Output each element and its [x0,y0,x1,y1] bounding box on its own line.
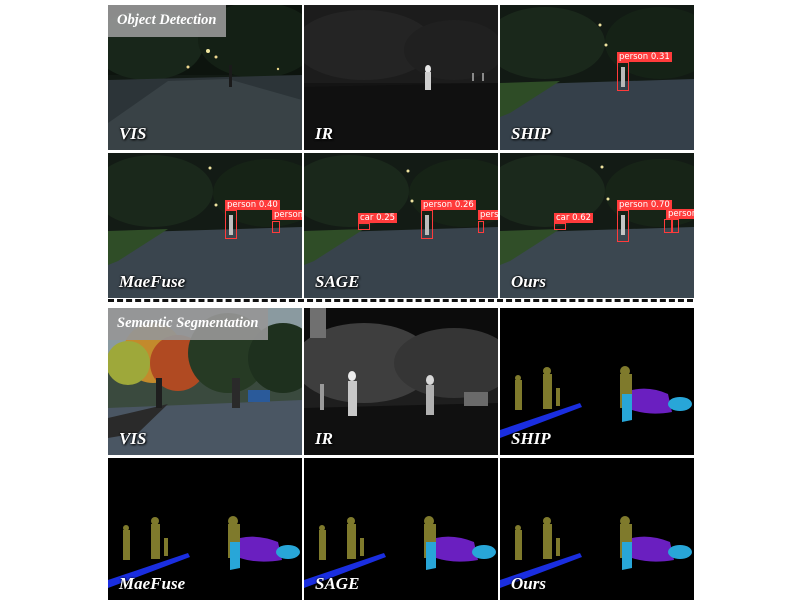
section-badge-segmentation: Semantic Segmentation [108,308,269,340]
detection-tag: person [272,210,302,220]
detection-box [421,210,433,239]
detection-tag: person 0.40 [225,200,280,210]
det-ours-image: car 0.62 person 0.70 person Ours [500,153,694,298]
seg-sage-image: SAGE [304,458,498,600]
detection-box [617,210,629,242]
segmentation-map [500,308,694,455]
detection-box [272,221,280,233]
method-label: SAGE [315,272,360,291]
detection-box [617,62,629,91]
detection-tag: person 0.26 [421,200,476,210]
detection-box [478,221,484,233]
det-sage-image: car 0.25 person 0.26 person SAGE [304,153,498,298]
infrared-scene [304,308,498,455]
seg-ir-image: IR [304,308,498,455]
detection-box [554,223,566,230]
fused-scene [304,153,498,298]
det-ir-image: IR [304,5,498,150]
method-label: Ours [511,574,546,593]
detection-box [664,219,672,233]
method-label: MaeFuse [119,272,186,291]
method-label: VIS [119,124,147,143]
method-label: IR [315,124,333,143]
segmentation-map [108,458,302,600]
section-badge-detection: Object Detection [108,5,227,37]
section-divider [108,299,693,302]
method-label: Ours [511,272,546,291]
detection-box [358,223,370,230]
method-label: VIS [119,429,147,448]
detection-box [672,219,679,233]
method-label: SAGE [315,574,360,593]
det-vis-image: VIS Object Detection [108,5,302,150]
detection-tag: person [666,209,694,219]
seg-ours-image: Ours [500,458,694,600]
seg-vis-image: VIS Semantic Segmentation [108,308,302,455]
detection-tag: person 0.70 [617,200,672,210]
segmentation-map [500,458,694,600]
detection-tag: person 0.31 [617,52,672,62]
det-ship-image: person 0.31 SHIP [500,5,694,150]
detection-tag: person [478,210,498,220]
detection-tag: car 0.25 [358,213,398,223]
method-label: IR [315,429,333,448]
detection-box [225,210,237,239]
infrared-scene [304,5,498,150]
method-label: MaeFuse [119,574,186,593]
segmentation-map [304,458,498,600]
detection-tag: car 0.62 [554,213,594,223]
method-label: SHIP [511,429,551,448]
fused-scene [500,153,694,298]
seg-maefuse-image: MaeFuse [108,458,302,600]
det-maefuse-image: person 0.40 person MaeFuse [108,153,302,298]
method-label: SHIP [511,124,551,143]
seg-ship-image: SHIP [500,308,694,455]
